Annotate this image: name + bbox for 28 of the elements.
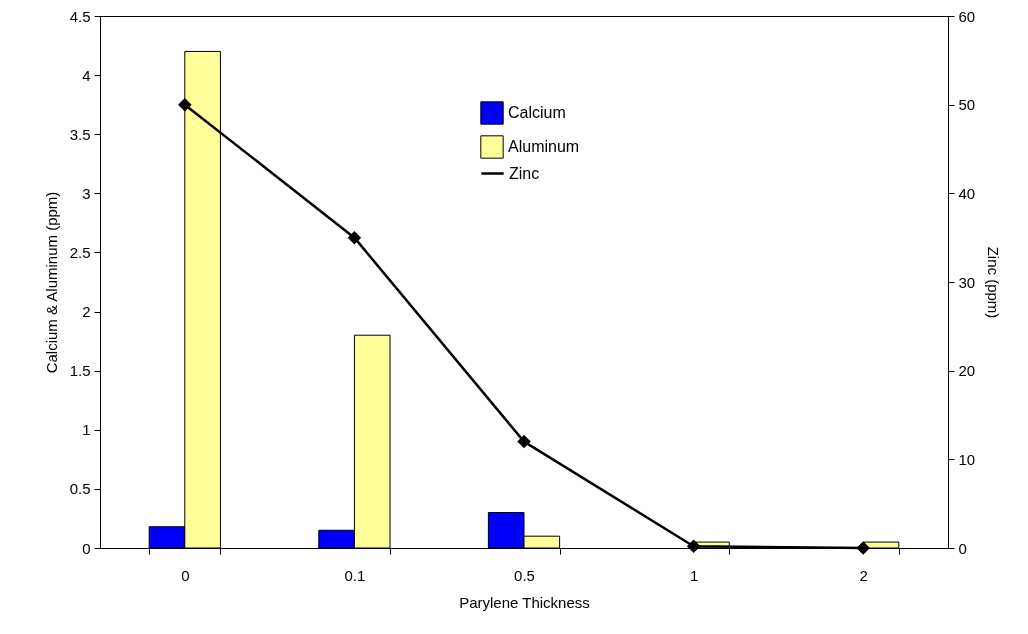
- y2-tick-label: 60: [958, 7, 976, 25]
- y2-tick-label: 30: [958, 273, 976, 291]
- y-axis-title: Calcium & Aluminum (ppm): [42, 191, 60, 374]
- legend-label: Calcium: [508, 104, 566, 121]
- x-tick-label: 1: [689, 566, 699, 584]
- y2-tick-label: 20: [958, 362, 976, 380]
- y-tick-label: 3: [82, 184, 91, 202]
- y-tick-label: 2.5: [69, 243, 91, 261]
- y2-tick-label: 0: [958, 539, 967, 557]
- x-tick-label: 0: [181, 566, 190, 584]
- y2-axis-title: Zinc (ppm): [985, 246, 1003, 319]
- y-tick-label: 0.5: [69, 480, 91, 498]
- y-tick-label: 1: [82, 421, 91, 439]
- y-tick-label: 0: [82, 539, 91, 557]
- y-tick-label: 4: [82, 66, 91, 84]
- x-tick-label: 0.1: [344, 566, 366, 584]
- y-tick-label: 2: [82, 303, 91, 321]
- y2-tick-label: 40: [958, 184, 976, 202]
- legend-label: Zinc: [509, 164, 540, 182]
- legend-label: Aluminum: [508, 138, 580, 155]
- y2-tick-label: 10: [958, 450, 976, 468]
- y-tick-label: 4.5: [69, 7, 91, 25]
- y2-tick-label: 50: [958, 96, 976, 114]
- x-tick-label: 0.5: [514, 566, 535, 584]
- y-tick-label: 1.5: [69, 362, 91, 380]
- x-axis-title: Parylene Thickness: [459, 593, 590, 611]
- x-tick-label: 2: [859, 566, 868, 584]
- y-tick-label: 3.5: [69, 125, 91, 143]
